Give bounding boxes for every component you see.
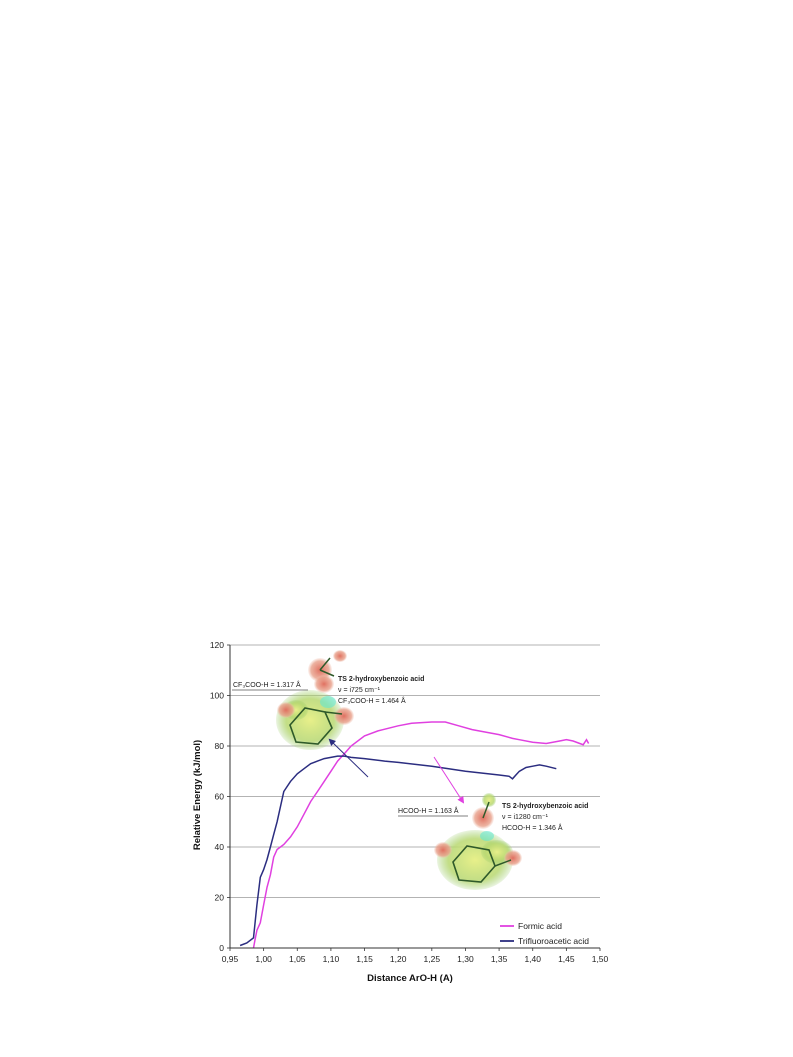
- tfa-ts-frequency: ν = i725 cm⁻¹: [338, 687, 381, 694]
- formic-ts-arrow: [433, 756, 465, 804]
- series-line-trifluoroacetic-acid: [239, 755, 557, 947]
- tfa-left-label: CF₃COO-H = 1.317 Å: [233, 680, 301, 689]
- y-tick-label-100: 100: [210, 691, 224, 701]
- x-tick-label-1,15: 1,15: [356, 954, 373, 964]
- x-tick-label-1,35: 1,35: [491, 954, 508, 964]
- x-tick-label-1,50: 1,50: [592, 954, 609, 964]
- y-axis-label: Relative Energy (kJ/mol): [192, 740, 203, 850]
- series-line-formic-acid: [252, 721, 590, 949]
- formic-left-label: HCOO-H = 1.163 Å: [398, 806, 459, 815]
- y-tick-label-80: 80: [215, 741, 225, 751]
- tfa-ts-arrow: [328, 738, 369, 778]
- legend-label-trifluoroacetic-acid: Trifluoroacetic acid: [518, 936, 589, 946]
- tfa-ts-distance: CF₃COO-H = 1.464 Å: [338, 696, 406, 705]
- y-axis-ticks: 0 20 40 60 80 100 120: [210, 640, 230, 953]
- x-axis-label: Distance ArO-H (A): [367, 973, 453, 984]
- tfa-ts-title: TS 2-hydroxybenzoic acid: [338, 676, 424, 683]
- y-tick-label-40: 40: [215, 842, 225, 852]
- formic-ts-molecule-image: [434, 793, 522, 890]
- x-axis-ticks: 0,95 1,00 1,05 1,10 1,15 1,20 1,25 1,30 1,35 1,40…: [222, 948, 609, 964]
- x-tick-label-1,25: 1,25: [424, 954, 441, 964]
- x-tick-label-1,40: 1,40: [524, 954, 541, 964]
- formic-ts-frequency: ν = i1280 cm⁻¹: [502, 814, 549, 821]
- y-tick-label-60: 60: [215, 792, 225, 802]
- y-tick-label-0: 0: [219, 943, 224, 953]
- x-tick-label-1,10: 1,10: [323, 954, 340, 964]
- formic-ts-distance: HCOO-H = 1.346 Å: [502, 823, 563, 832]
- formic-ts-title: TS 2-hydroxybenzoic acid: [502, 803, 588, 810]
- legend: Formic acid Trifluoroacetic acid: [500, 921, 589, 946]
- tfa-ts-molecule-image: [276, 650, 354, 750]
- x-tick-label-0,95: 0,95: [222, 954, 239, 964]
- y-tick-label-120: 120: [210, 640, 224, 650]
- x-tick-label-1,05: 1,05: [289, 954, 306, 964]
- legend-label-formic-acid: Formic acid: [518, 921, 562, 931]
- x-tick-label-1,20: 1,20: [390, 954, 407, 964]
- x-tick-label-1,00: 1,00: [255, 954, 272, 964]
- x-tick-label-1,45: 1,45: [558, 954, 575, 964]
- y-tick-label-20: 20: [215, 893, 225, 903]
- x-tick-label-1,30: 1,30: [457, 954, 474, 964]
